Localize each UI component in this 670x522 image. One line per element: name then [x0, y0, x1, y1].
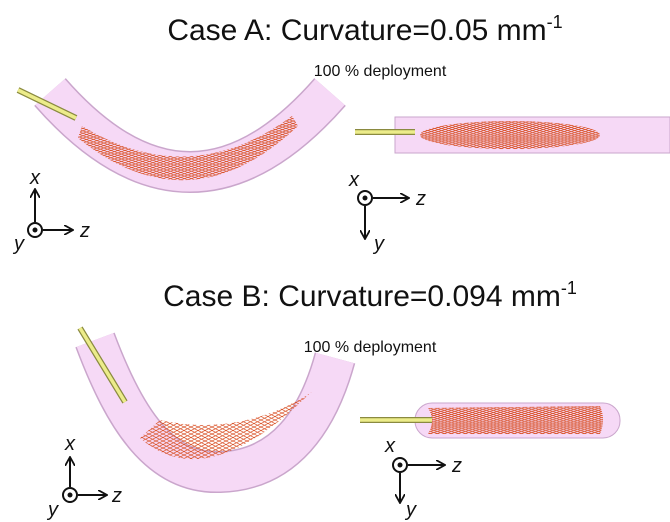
mesh-wire — [0, 110, 23, 190]
mesh-wire — [0, 385, 100, 490]
mesh-wire — [0, 385, 114, 490]
mesh-wire — [0, 110, 9, 190]
mesh-wire — [0, 385, 58, 490]
axis-label: z — [111, 485, 122, 507]
title-text: Case B: Curvature=0.094 mm — [163, 280, 561, 313]
mesh-wire — [152, 110, 381, 190]
axis-label: y — [46, 499, 59, 521]
axis-label: x — [384, 435, 396, 457]
mesh-wire — [0, 385, 51, 490]
mesh-wire — [661, 404, 670, 436]
axis-label: x — [348, 169, 360, 191]
mesh-wire — [0, 110, 51, 190]
title-text: Case A: Curvature=0.05 mm — [167, 14, 546, 47]
mesh-wire — [619, 404, 670, 436]
caption: 100 % deployment — [314, 63, 447, 80]
axis-label: x — [29, 167, 41, 189]
mesh-wire — [0, 385, 9, 490]
mesh-wire — [0, 385, 107, 490]
case-title: Case B: Curvature=0.094 mm-1 — [163, 278, 577, 313]
mesh-wire — [0, 385, 93, 490]
caption: 100 % deployment — [304, 339, 437, 356]
axis-triad: x z y — [46, 433, 122, 521]
mesh-wire — [0, 385, 65, 490]
figure: Case A: Curvature=0.05 mm-1 100 % deploy… — [0, 0, 670, 522]
axis-label: y — [12, 233, 25, 255]
axis-label: z — [451, 455, 462, 477]
mesh-wire — [654, 404, 670, 436]
mesh-wire — [612, 404, 670, 436]
case-title: Case A: Curvature=0.05 mm-1 — [167, 12, 562, 47]
mesh-wire — [0, 385, 30, 490]
mesh-wire — [626, 404, 670, 436]
mesh-wire — [0, 110, 30, 190]
mesh-wire — [640, 404, 670, 436]
mesh-wire — [0, 385, 2, 490]
axis-label: y — [404, 499, 417, 521]
mesh-wire — [0, 110, 16, 190]
mesh-wire — [0, 385, 72, 490]
mesh-wire — [0, 110, 2, 190]
mesh-wire — [633, 404, 670, 436]
mesh-wire — [0, 385, 44, 490]
mesh-wire — [9, 110, 238, 190]
axis-triad: x z y — [384, 435, 462, 521]
mesh-wire — [0, 385, 23, 490]
axis-label: z — [79, 220, 90, 242]
mesh-wire — [0, 385, 16, 490]
axis-label: x — [64, 433, 76, 455]
axis-triad: x z y — [348, 169, 426, 255]
mesh-wire — [145, 110, 374, 190]
axis-label: y — [372, 233, 385, 255]
axis-label: z — [415, 188, 426, 210]
mesh-wire — [0, 385, 37, 490]
mesh-wire — [647, 404, 670, 436]
axis-triad: x z y — [12, 167, 90, 255]
superscript: -1 — [547, 12, 563, 32]
superscript: -1 — [561, 278, 577, 298]
